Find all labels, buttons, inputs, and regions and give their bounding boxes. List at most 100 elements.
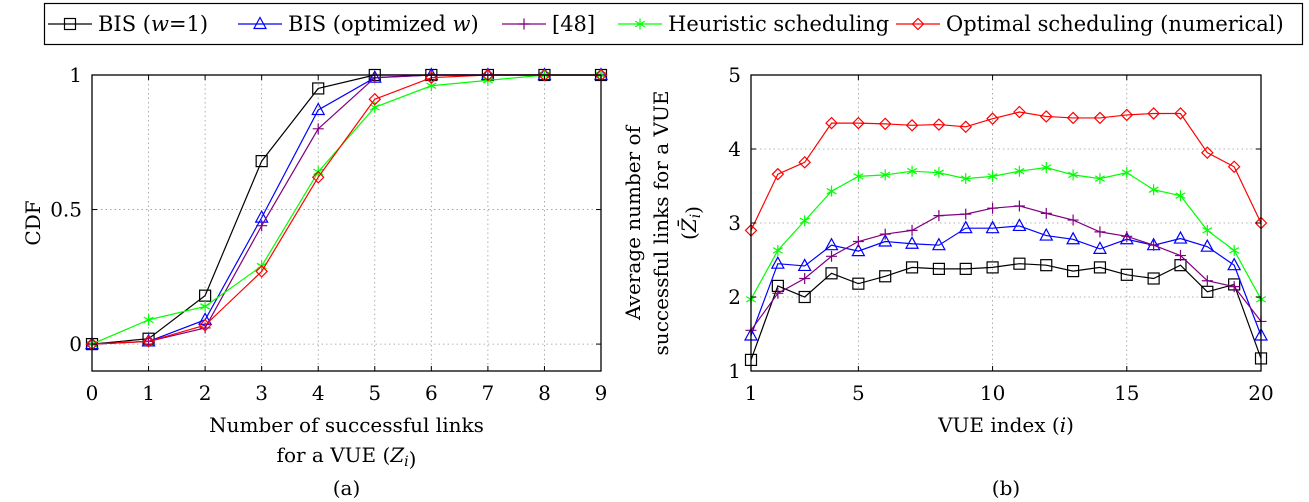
- panel-a-ytick-label-1: 0.5: [50, 198, 82, 222]
- panel-b-point-ref48-6: [906, 224, 918, 236]
- panel-a-xtick-label-4: 4: [312, 381, 325, 405]
- panel-b-point-heur-16: [1175, 190, 1186, 202]
- panel-a-point-ref48-2: [199, 322, 211, 334]
- panel-b-point-bis_w1-13: [1093, 261, 1107, 274]
- panel-a-xtick-label-8: 8: [538, 381, 551, 405]
- panel-b-point-opt-13: [1093, 111, 1107, 125]
- panel-a-axes-frame: [91, 74, 602, 372]
- panel-a-xtick-label-2: 2: [199, 381, 212, 405]
- panel-b-point-ref48-10: [1013, 200, 1025, 212]
- panel-b-point-bis_opt-5: [878, 233, 893, 247]
- panel-b-ytick-label-2: 3: [728, 211, 741, 235]
- panel-b-point-ref48-12: [1067, 214, 1079, 226]
- panel-a-point-heur-1: [143, 314, 154, 326]
- panel-b-point-bis_w1-8: [959, 262, 972, 275]
- panel-b-point-bis_opt-11: [1039, 227, 1054, 241]
- panel-b-point-heur-2: [799, 215, 810, 227]
- legend-label-opt: Optimal scheduling (numerical): [946, 12, 1284, 36]
- panel-a-point-ref48-4: [312, 123, 324, 135]
- panel-a-xtick-label-5: 5: [368, 381, 381, 405]
- panel-b-point-bis_opt-1: [770, 255, 785, 269]
- panel-b-point-opt-12: [1066, 111, 1080, 125]
- panel-a-point-opt-5: [368, 92, 382, 106]
- panel-b-ytick-label-4: 5: [728, 63, 741, 87]
- panel-b-point-ref48-2: [799, 273, 811, 284]
- panel-b-point-ref48-11: [1040, 207, 1052, 219]
- panel-b-point-bis_w1-6: [905, 261, 919, 274]
- panel-b-point-bis_w1-9: [986, 261, 999, 274]
- panel-b-point-opt-15: [1147, 107, 1160, 120]
- panel-b-point-opt-9: [986, 112, 999, 126]
- panel-b-point-opt-10: [1013, 105, 1026, 119]
- panel-b-point-opt-6: [905, 118, 919, 132]
- panel-a-point-ref48-3: [256, 220, 268, 232]
- panel-b-point-opt-4: [852, 116, 865, 130]
- panel-a-xtick-label-7: 7: [482, 381, 495, 405]
- panel-b-point-heur-9: [987, 170, 998, 182]
- legend-label-heur: Heuristic scheduling: [668, 12, 889, 36]
- panel-b-line-bis_w1: [750, 263, 1262, 361]
- panel-b-ylabel-line2: successful links for a VUE: [649, 91, 673, 356]
- panel-b-point-heur-10: [1014, 165, 1025, 177]
- panel-a-point-opt-1: [142, 335, 155, 348]
- panel-b-point-bis_w1-14: [1120, 268, 1133, 281]
- panel-a-xlabel-line2: for a VUE (Zi): [277, 443, 417, 471]
- panel-a-point-opt-8: [538, 68, 551, 82]
- panel-b-point-heur-6: [906, 165, 918, 177]
- panel-b-point-opt-14: [1120, 108, 1134, 122]
- chart-panel-a: 0 1 2 3 4 5 6 7 8 9 0 0.5 1 Number of successful link…: [21, 63, 609, 500]
- panel-b-point-bis_opt-17: [1200, 238, 1215, 252]
- panel-a-xtick-label-1: 1: [142, 381, 155, 405]
- panel-b-point-heur-8: [960, 173, 971, 185]
- panel-b-point-bis_opt-4: [851, 243, 866, 257]
- panel-a-point-bis_w1-4: [312, 82, 325, 95]
- panel-b-point-bis_opt-13: [1092, 241, 1107, 254]
- panel-a-point-heur-6: [426, 80, 437, 92]
- legend-marker-opt: [911, 17, 925, 31]
- panel-b-point-bis_opt-12: [1066, 231, 1081, 245]
- panel-a-point-opt-6: [424, 71, 438, 85]
- panel-b-point-opt-8: [959, 120, 973, 134]
- panel-b-xlabel: VUE index (i): [937, 413, 1074, 437]
- panel-b-point-heur-13: [1094, 173, 1106, 185]
- panel-b-point-heur-7: [933, 167, 944, 179]
- legend-marker-bis_opt: [252, 16, 268, 30]
- panel-b-ytick-label-1: 2: [728, 285, 741, 309]
- panel-b-point-opt-5: [878, 117, 892, 131]
- panel-b-point-bis_w1-17: [1201, 285, 1214, 298]
- panel-b-point-ref48-15: [1148, 239, 1160, 251]
- panel-b-xtick-label-4: 20: [1248, 381, 1273, 405]
- panel-b-xtick-label-0: 1: [745, 381, 758, 405]
- panel-a-point-bis_opt-4: [311, 102, 326, 116]
- panel-b-line-opt: [750, 111, 1262, 231]
- panel-b-point-ref48-18: [1228, 281, 1240, 293]
- panel-b-ylabel-line1: Average number of: [621, 124, 645, 321]
- panel-b-point-bis_w1-7: [932, 262, 945, 275]
- panel-a-caption: (a): [333, 476, 361, 500]
- panel-a-point-opt-2: [198, 318, 212, 332]
- panel-a-point-opt-4: [311, 170, 325, 184]
- panel-b-line-heur: [750, 166, 1262, 300]
- panel-b-point-opt-11: [1039, 110, 1053, 123]
- panel-b-point-bis_opt-10: [1012, 218, 1027, 232]
- panel-b-ytick-label-3: 4: [728, 137, 741, 161]
- panel-b-point-heur-11: [1041, 162, 1052, 173]
- panel-b-point-heur-4: [853, 170, 864, 182]
- legend-marker-bis_w1: [63, 17, 77, 31]
- panel-a-point-heur-5: [369, 101, 380, 113]
- panel-b-point-bis_opt-3: [824, 237, 839, 251]
- panel-b-point-bis_opt-6: [905, 235, 920, 249]
- panel-b-point-bis_w1-5: [879, 270, 892, 283]
- panel-b-point-opt-1: [771, 167, 785, 181]
- panel-a-ytick-label-0: 0: [69, 332, 82, 356]
- panel-b-xtick-label-3: 15: [1114, 381, 1139, 405]
- panel-b-point-heur-5: [880, 169, 891, 181]
- panel-b-point-bis_w1-12: [1067, 265, 1080, 278]
- panel-b-point-ref48-13: [1094, 226, 1106, 238]
- panel-b-point-bis_opt-18: [1227, 257, 1242, 271]
- panel-b-point-bis_opt-8: [958, 220, 973, 234]
- panel-a-xtick-label-0: 0: [86, 381, 99, 405]
- panel-b-point-opt-3: [825, 116, 838, 130]
- panel-b-point-heur-3: [826, 185, 837, 197]
